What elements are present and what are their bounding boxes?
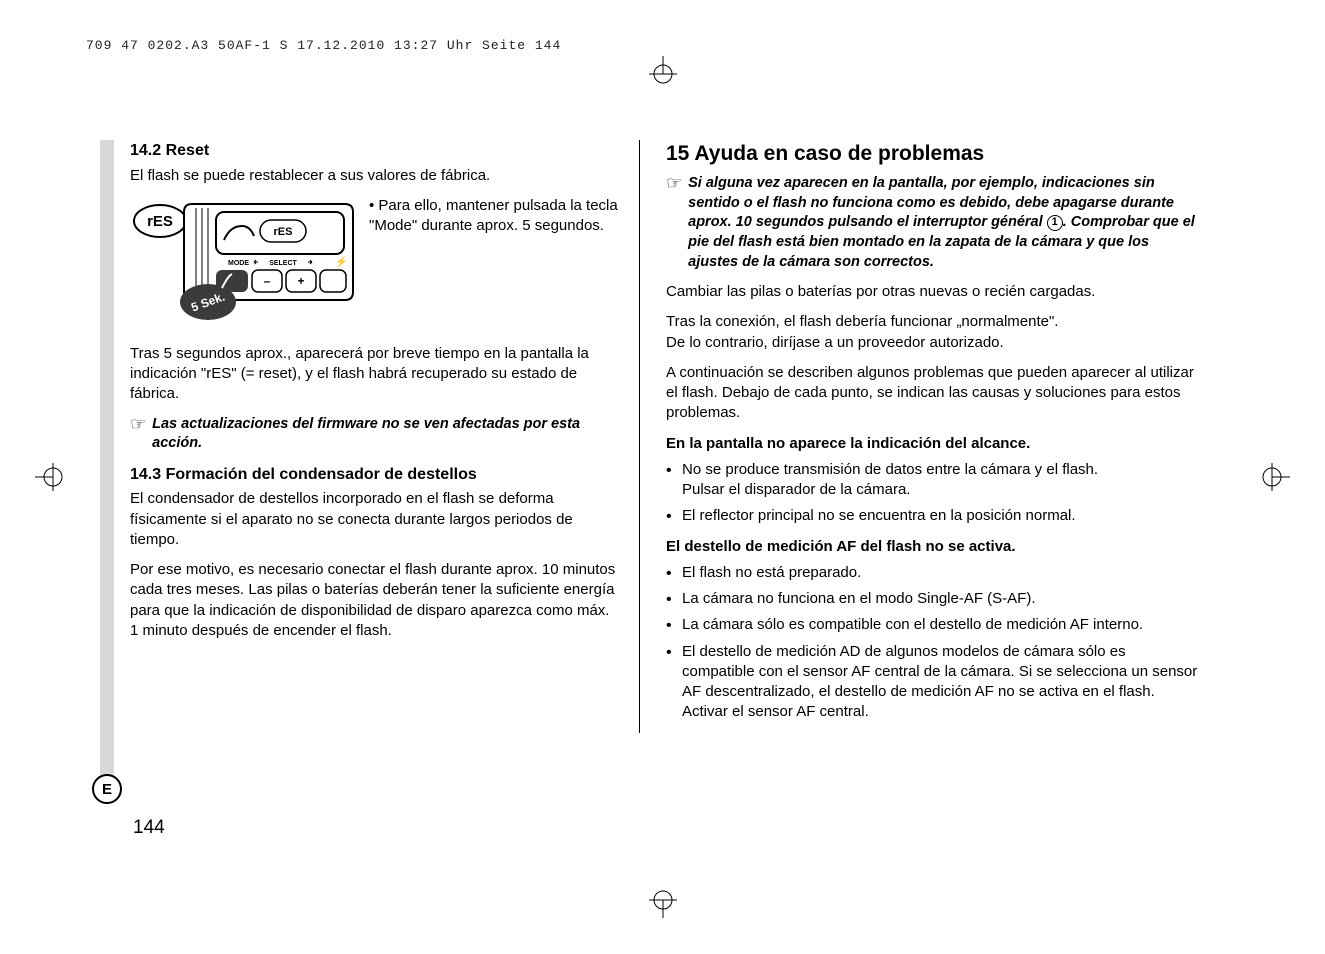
pointing-hand-icon: ☞ [130, 415, 146, 433]
section-15-title: 15 Ayuda en caso de problemas [666, 140, 1200, 168]
svg-text:SELECT: SELECT [269, 260, 297, 267]
left-column: 14.2 Reset El flash se puede restablecer… [130, 140, 640, 733]
problem-heading-1: En la pantalla no aparece la indicación … [666, 434, 1200, 454]
svg-text:MODE: MODE [228, 260, 249, 267]
page-content: 14.2 Reset El flash se puede restablecer… [130, 140, 1200, 733]
section-14-2-p2: Tras 5 segundos aprox., aparecerá por br… [130, 344, 621, 405]
list-item: No se produce transmisión de datos entre… [666, 460, 1200, 501]
crop-mark-top [643, 56, 683, 86]
list-item: La cámara no funciona en el modo Single-… [666, 589, 1200, 609]
crop-mark-right [1260, 457, 1290, 497]
reset-diagram-caption: • Para ello, mantener pulsada la tecla "… [369, 196, 621, 237]
reset-diagram-row: rES rES MODE SELECT ⚡ – [130, 196, 621, 326]
list-item: La cámara sólo es compatible con el dest… [666, 615, 1200, 635]
section-14-2-note: ☞ Las actualizaciones del firmware no se… [130, 415, 621, 454]
section-14-3-title: 14.3 Formación del condensador de destel… [130, 464, 621, 486]
section-14-3-p1: El condensador de destellos incorporado … [130, 489, 621, 550]
section-15-p4: A continuación se describen algunos prob… [666, 363, 1200, 424]
section-15-note-text: Si alguna vez aparecen en la pantalla, p… [688, 174, 1200, 272]
section-14-2-p1: El flash se puede restablecer a sus valo… [130, 166, 621, 186]
right-column: 15 Ayuda en caso de problemas ☞ Si algun… [660, 140, 1200, 733]
section-14-3-p2: Por ese motivo, es necesario conectar el… [130, 560, 621, 641]
section-14-2-note-text: Las actualizaciones del firmware no se v… [152, 415, 621, 454]
svg-text:+: + [297, 274, 304, 288]
page-number: 144 [133, 817, 165, 839]
reset-diagram: rES rES MODE SELECT ⚡ – [130, 196, 355, 326]
svg-text:rES: rES [147, 213, 173, 230]
list-item: El flash no está preparado. [666, 563, 1200, 583]
section-15-p3: De lo contrario, diríjase a un proveedor… [666, 333, 1200, 353]
list-item: El reflector principal no se encuentra e… [666, 506, 1200, 526]
svg-text:rES: rES [274, 226, 293, 238]
list-item: El destello de medición AD de algunos mo… [666, 642, 1200, 723]
language-badge: E [92, 774, 122, 804]
svg-text:⚡: ⚡ [335, 255, 347, 268]
crop-mark-bottom [643, 888, 683, 918]
crop-mark-left [35, 457, 65, 497]
section-15-p1: Cambiar las pilas o baterías por otras n… [666, 282, 1200, 302]
pointing-hand-icon: ☞ [666, 174, 682, 192]
section-15-note: ☞ Si alguna vez aparecen en la pantalla,… [666, 174, 1200, 272]
section-14-2-title: 14.2 Reset [130, 140, 621, 162]
problem-heading-2: El destello de medición AF del flash no … [666, 537, 1200, 557]
print-header: 709 47 0202.A3 50AF-1 S 17.12.2010 13:27… [86, 38, 561, 53]
circled-one-icon: 1 [1047, 215, 1063, 231]
language-stripe [100, 140, 114, 788]
problem-1-list: No se produce transmisión de datos entre… [666, 460, 1200, 527]
section-15-p2: Tras la conexión, el flash debería funci… [666, 312, 1200, 332]
svg-text:–: – [264, 274, 271, 288]
problem-2-list: El flash no está preparado. La cámara no… [666, 563, 1200, 723]
